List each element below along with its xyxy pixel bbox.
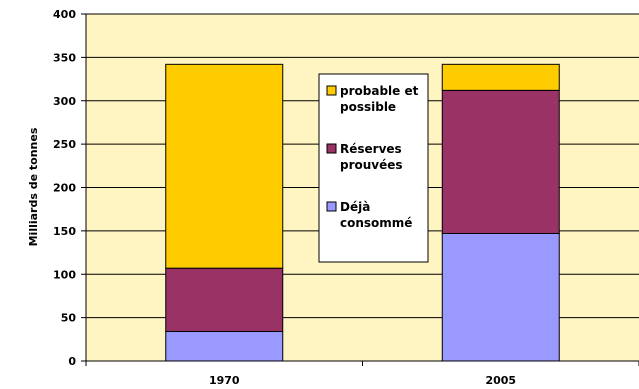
legend-swatch bbox=[326, 143, 337, 154]
y-tick-label: 0 bbox=[68, 355, 76, 368]
y-tick-label: 100 bbox=[53, 268, 76, 281]
axes bbox=[81, 13, 639, 366]
legend-swatch bbox=[326, 201, 337, 212]
x-tick-label: 1970 bbox=[209, 374, 240, 387]
y-tick-label: 350 bbox=[53, 51, 76, 64]
y-tick-label: 150 bbox=[53, 225, 76, 238]
y-tick-label: 250 bbox=[53, 138, 76, 151]
bar-2005-series-0 bbox=[441, 232, 560, 362]
x-tick-label: 2005 bbox=[485, 374, 516, 387]
legend-label: Réserves bbox=[340, 142, 402, 156]
bar-2005-series-2 bbox=[441, 63, 560, 91]
y-tick-label: 50 bbox=[61, 312, 77, 325]
x-tick-labels: 1970 2005 bbox=[209, 374, 516, 387]
legend-box bbox=[318, 73, 429, 263]
bar-2005-series-1 bbox=[441, 89, 560, 234]
bar-1970-series-2 bbox=[165, 63, 284, 269]
legend: probable et possible Réserves prouvées Déjà c… bbox=[318, 73, 429, 263]
legend-label: Déjà bbox=[340, 200, 370, 214]
legend-swatch bbox=[326, 85, 337, 96]
legend-label: prouvées bbox=[340, 158, 403, 172]
legend-label: probable et bbox=[340, 84, 419, 98]
bars bbox=[165, 63, 560, 362]
legend-label: possible bbox=[340, 100, 396, 114]
bar-1970-series-1 bbox=[165, 267, 284, 333]
y-tick-label: 300 bbox=[53, 95, 76, 108]
y-axis-title: Milliards de tonnes bbox=[27, 127, 40, 246]
legend-label: consommé bbox=[340, 216, 412, 230]
y-tick-labels: 0 50 100 150 200 250 300 350 400 bbox=[53, 8, 76, 368]
y-tick-label: 400 bbox=[53, 8, 76, 21]
y-tick-label: 200 bbox=[53, 182, 76, 195]
bar-1970-series-0 bbox=[165, 331, 284, 362]
